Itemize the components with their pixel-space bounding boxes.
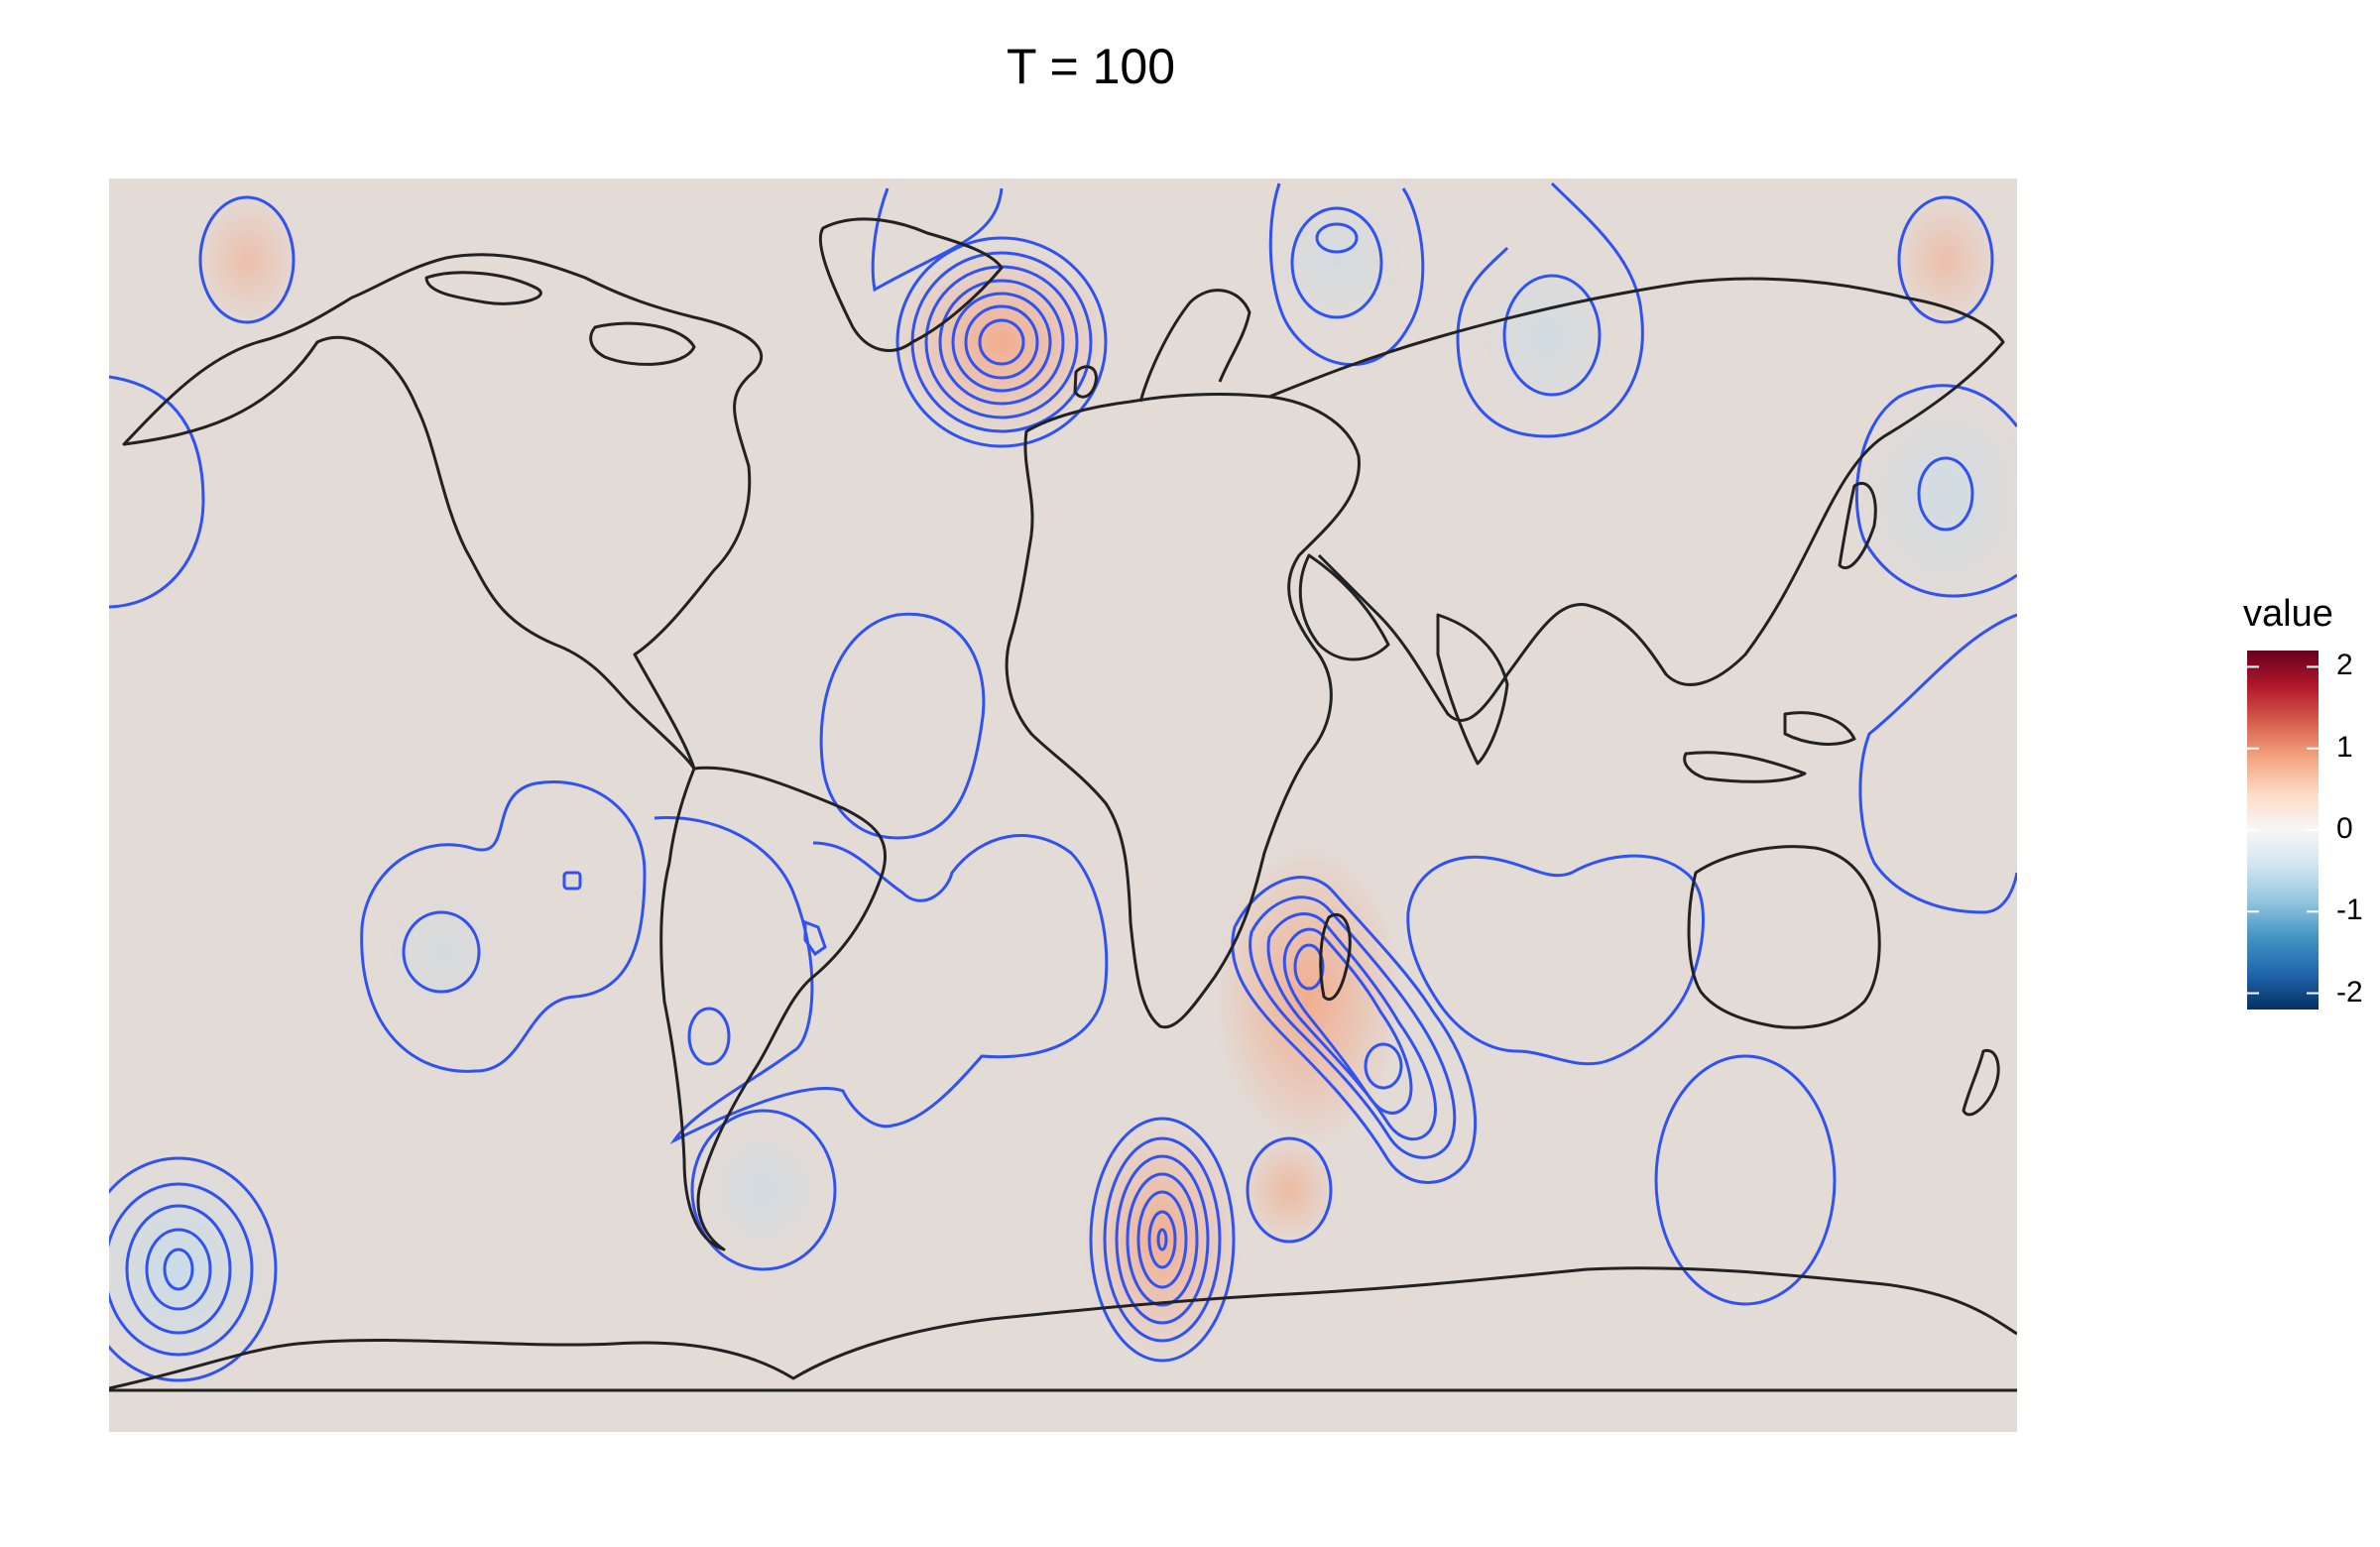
legend-colorbar (2247, 651, 2319, 1010)
legend-tick-label: -2 (2336, 975, 2363, 1009)
legend-tick-label: 1 (2336, 730, 2353, 764)
legend-title: value (2243, 593, 2333, 635)
coastlines (109, 217, 2017, 1392)
legend-tick-label: 0 (2336, 812, 2353, 845)
legend-tick-label: -1 (2336, 893, 2363, 927)
contour-lines (109, 181, 2017, 1382)
legend-tick-label: 2 (2336, 649, 2353, 682)
plot-title: T = 100 (1006, 39, 1176, 94)
